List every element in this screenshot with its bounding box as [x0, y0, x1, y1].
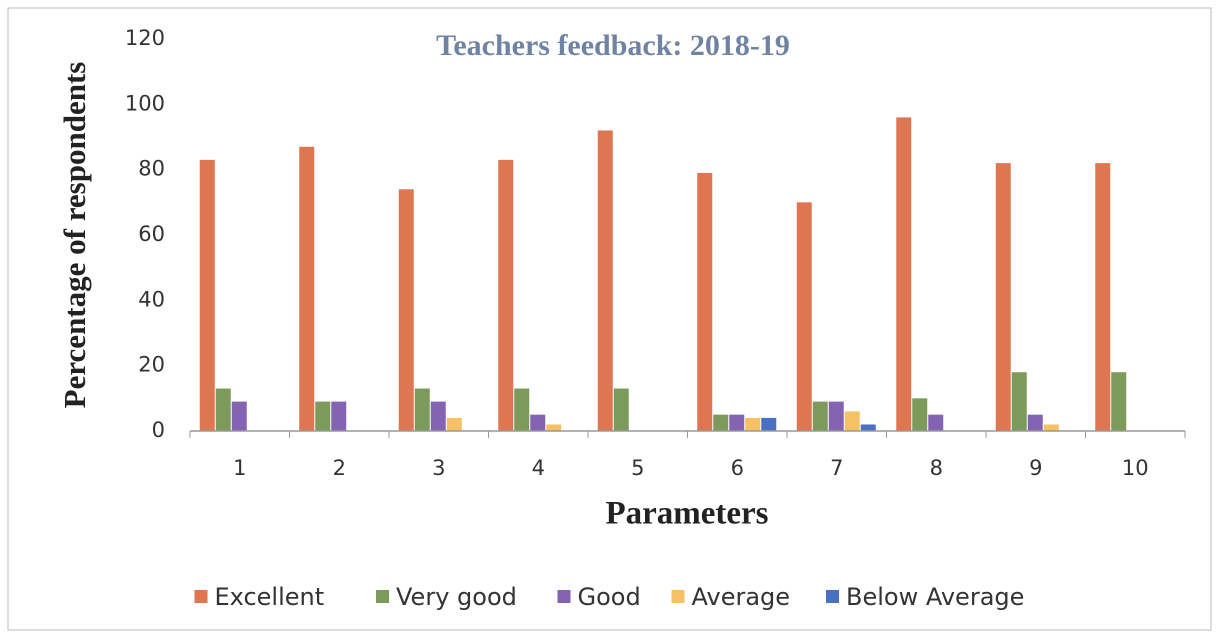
legend-swatch [557, 590, 571, 603]
x-tick-label: 7 [830, 456, 843, 480]
bar [796, 202, 812, 431]
chart-title: Teachers feedback: 2018-19 [436, 29, 790, 62]
bar [414, 388, 430, 431]
x-tick-label: 4 [532, 456, 545, 480]
y-tick-label: 60 [138, 222, 165, 246]
y-tick-label: 0 [152, 418, 165, 442]
bar [860, 424, 876, 431]
y-tick-label: 40 [138, 287, 165, 311]
bar [1095, 163, 1111, 431]
bar [1011, 372, 1027, 431]
bar [546, 424, 562, 431]
x-tick-label: 2 [333, 456, 346, 480]
x-tick-label: 5 [631, 456, 644, 480]
legend-swatch [671, 590, 685, 603]
legend-swatch [194, 590, 208, 603]
bar [199, 159, 215, 431]
bar [928, 414, 944, 431]
legend-swatch [376, 590, 389, 603]
bar [498, 159, 514, 431]
bar [446, 417, 462, 431]
bar [761, 417, 777, 431]
legend-label: Average [692, 583, 791, 611]
bar [844, 411, 860, 431]
legend-swatch [826, 590, 839, 603]
y-tick-label: 20 [138, 353, 165, 377]
bar [215, 388, 231, 431]
bar [713, 414, 729, 431]
bar [430, 401, 446, 431]
bar [828, 401, 844, 431]
bar [530, 414, 546, 431]
bar [896, 117, 912, 432]
bar [912, 398, 928, 431]
bar [995, 163, 1011, 431]
bar [812, 401, 828, 431]
bar [1043, 424, 1059, 431]
y-tick-label: 100 [125, 91, 165, 115]
legend-label: Very good [396, 583, 517, 611]
bar [398, 189, 414, 431]
y-tick-label: 120 [125, 26, 165, 50]
legend-label: Good [578, 583, 641, 611]
bar [729, 414, 745, 431]
bar [613, 388, 629, 431]
bar [1027, 414, 1043, 431]
bar [697, 172, 713, 431]
legend-label: Excellent [215, 583, 325, 611]
bar [745, 417, 761, 431]
x-tick-label: 8 [930, 456, 943, 480]
bar [331, 401, 347, 431]
y-tick-label: 80 [138, 157, 165, 181]
y-axis-label: Percentage of respondents [57, 62, 92, 409]
x-tick-label: 6 [731, 456, 744, 480]
x-axis-label: Parameters [605, 496, 768, 532]
legend-label: Below Average [846, 583, 1024, 611]
bar [315, 401, 331, 431]
bar [1111, 372, 1127, 431]
x-tick-label: 1 [233, 456, 246, 480]
bar [597, 130, 613, 431]
x-tick-label: 10 [1122, 456, 1149, 480]
x-tick-label: 3 [432, 456, 445, 480]
bar [299, 146, 315, 432]
bar [231, 401, 247, 431]
bar [514, 388, 530, 431]
x-tick-label: 9 [1029, 456, 1042, 480]
